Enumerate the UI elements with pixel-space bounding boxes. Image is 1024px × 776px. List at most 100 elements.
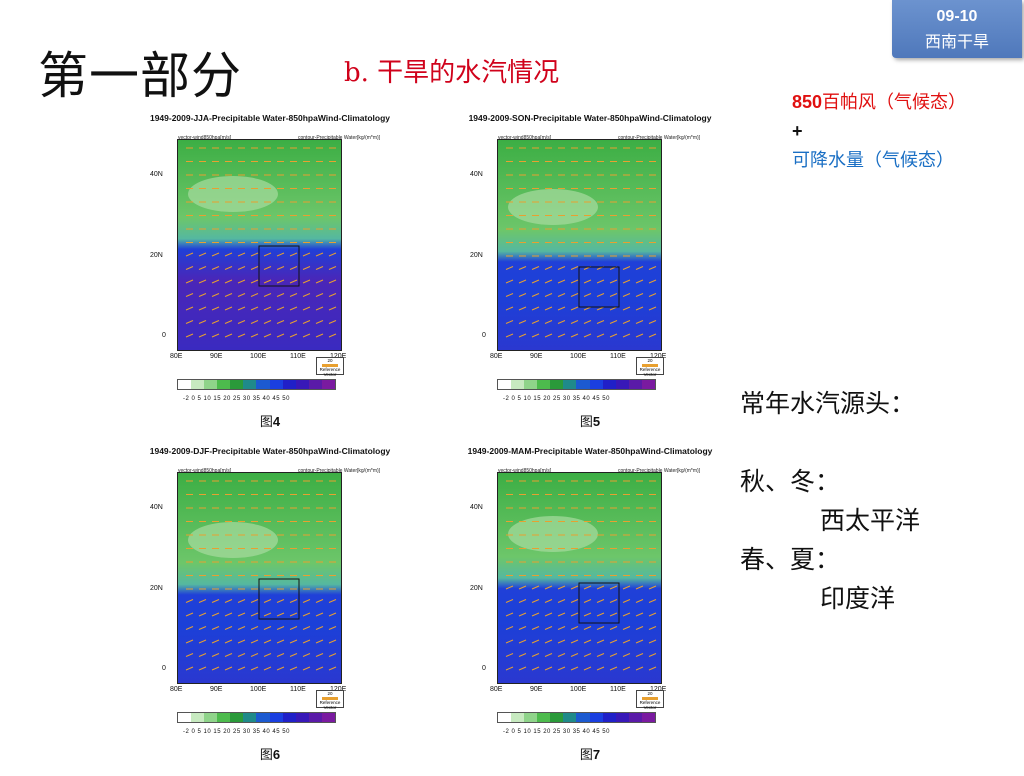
wind-vector (185, 653, 194, 657)
wind-vector (250, 653, 259, 657)
colorbar (177, 712, 336, 723)
x-tick: 110E (610, 686, 626, 693)
x-tick: 100E (570, 686, 587, 693)
map-graphic (178, 473, 341, 683)
x-tick: 110E (610, 353, 626, 360)
wind-vector (276, 653, 285, 657)
wind-vector (622, 333, 631, 338)
wind-vector (328, 320, 337, 324)
wind-vector (302, 599, 311, 603)
figure-number: 5 (592, 414, 601, 429)
source-spring-summer: 春、夏： (740, 545, 841, 574)
wind-vector (328, 666, 337, 671)
colorbar-swatch (243, 380, 257, 389)
wind-vector (315, 293, 324, 297)
wind-vector (544, 639, 553, 644)
x-tick: 90E (210, 686, 223, 693)
wind-vector (276, 252, 285, 257)
y-tick-40n: 40N (470, 171, 483, 178)
wind-vector (518, 626, 527, 630)
wind-vector (505, 293, 514, 297)
wind-vector (263, 279, 272, 284)
wind-vector (211, 252, 220, 257)
wind-vector (505, 612, 514, 617)
precipitable-water-field (498, 473, 661, 683)
wind-vector (622, 666, 631, 671)
source-heading: 常年水汽源头： (740, 389, 916, 418)
ref-text: Reference Vector (319, 367, 341, 377)
wind-vector (185, 333, 194, 338)
wind-vector (198, 599, 207, 603)
colorbar-swatch (256, 713, 270, 722)
wind-vector (315, 333, 324, 338)
wind-vector (328, 266, 337, 270)
wind-vector (648, 585, 657, 590)
wind-vector (211, 639, 220, 644)
wind-vector (622, 585, 631, 590)
wind-vector (635, 653, 644, 657)
y-tick-20n: 20N (150, 252, 163, 259)
wind-vector (570, 306, 579, 311)
wind-vector (570, 279, 579, 284)
colorbar-swatch (269, 713, 283, 722)
wind-vector (211, 266, 220, 270)
ref-value: 20 (647, 358, 653, 363)
y-tick-0: 0 (162, 665, 166, 672)
wind-vector (211, 599, 220, 603)
wind-vector (276, 599, 285, 603)
wind-vector (237, 639, 246, 644)
wind-vector (237, 252, 246, 257)
wind-vector (544, 266, 553, 270)
wind-vector (315, 666, 324, 671)
wind-vector (276, 320, 285, 324)
wind-vector (224, 266, 233, 270)
wind-vector (635, 279, 644, 284)
wind-vector (648, 293, 657, 297)
wind-vector (570, 612, 579, 617)
wind-vector (544, 293, 553, 297)
wind-vector (224, 293, 233, 297)
wind-vector (635, 320, 644, 324)
wind-vector (505, 333, 514, 338)
source-autumn-winter: 秋、冬： (740, 467, 841, 496)
wind-vector (609, 585, 618, 590)
wind-vector (518, 653, 527, 657)
badge-text: 西南干旱 (924, 32, 989, 51)
wind-vector (622, 612, 631, 617)
ref-value: 20 (647, 691, 653, 696)
wind-vector (276, 279, 285, 284)
wind-vector (544, 306, 553, 311)
wind-vector (328, 653, 337, 657)
wind-vector (211, 653, 220, 657)
wind-vector (315, 653, 324, 657)
wind-vector (237, 279, 246, 284)
wind-vector (531, 626, 540, 630)
wind-vector (531, 612, 540, 617)
x-tick: 110E (290, 686, 306, 693)
wind-vector (505, 666, 514, 671)
colorbar-swatch (295, 713, 309, 722)
y-tick-20n: 20N (470, 585, 483, 592)
x-tick: 90E (210, 353, 223, 360)
wind-vector (531, 653, 540, 657)
colorbar-swatch (256, 380, 270, 389)
wind-vector (596, 320, 605, 324)
wind-vector (557, 666, 566, 671)
colorbar-swatch (191, 380, 205, 389)
wind-vector (185, 666, 194, 671)
wind-vector (609, 612, 618, 617)
wind-vector (224, 306, 233, 311)
colorbar-swatch (537, 713, 551, 722)
note-line-water: 可降水量（气候态） (792, 150, 954, 171)
y-tick-40n: 40N (470, 504, 483, 511)
wind-vector (302, 639, 311, 644)
wind-vector (518, 279, 527, 284)
wind-vector (315, 320, 324, 324)
wind-vector (224, 639, 233, 644)
wind-vector (302, 266, 311, 270)
colorbar (177, 379, 336, 390)
wind-vector (635, 599, 644, 603)
colorbar-swatch (204, 713, 218, 722)
wind-vector (570, 666, 579, 671)
wind-vector (328, 333, 337, 338)
